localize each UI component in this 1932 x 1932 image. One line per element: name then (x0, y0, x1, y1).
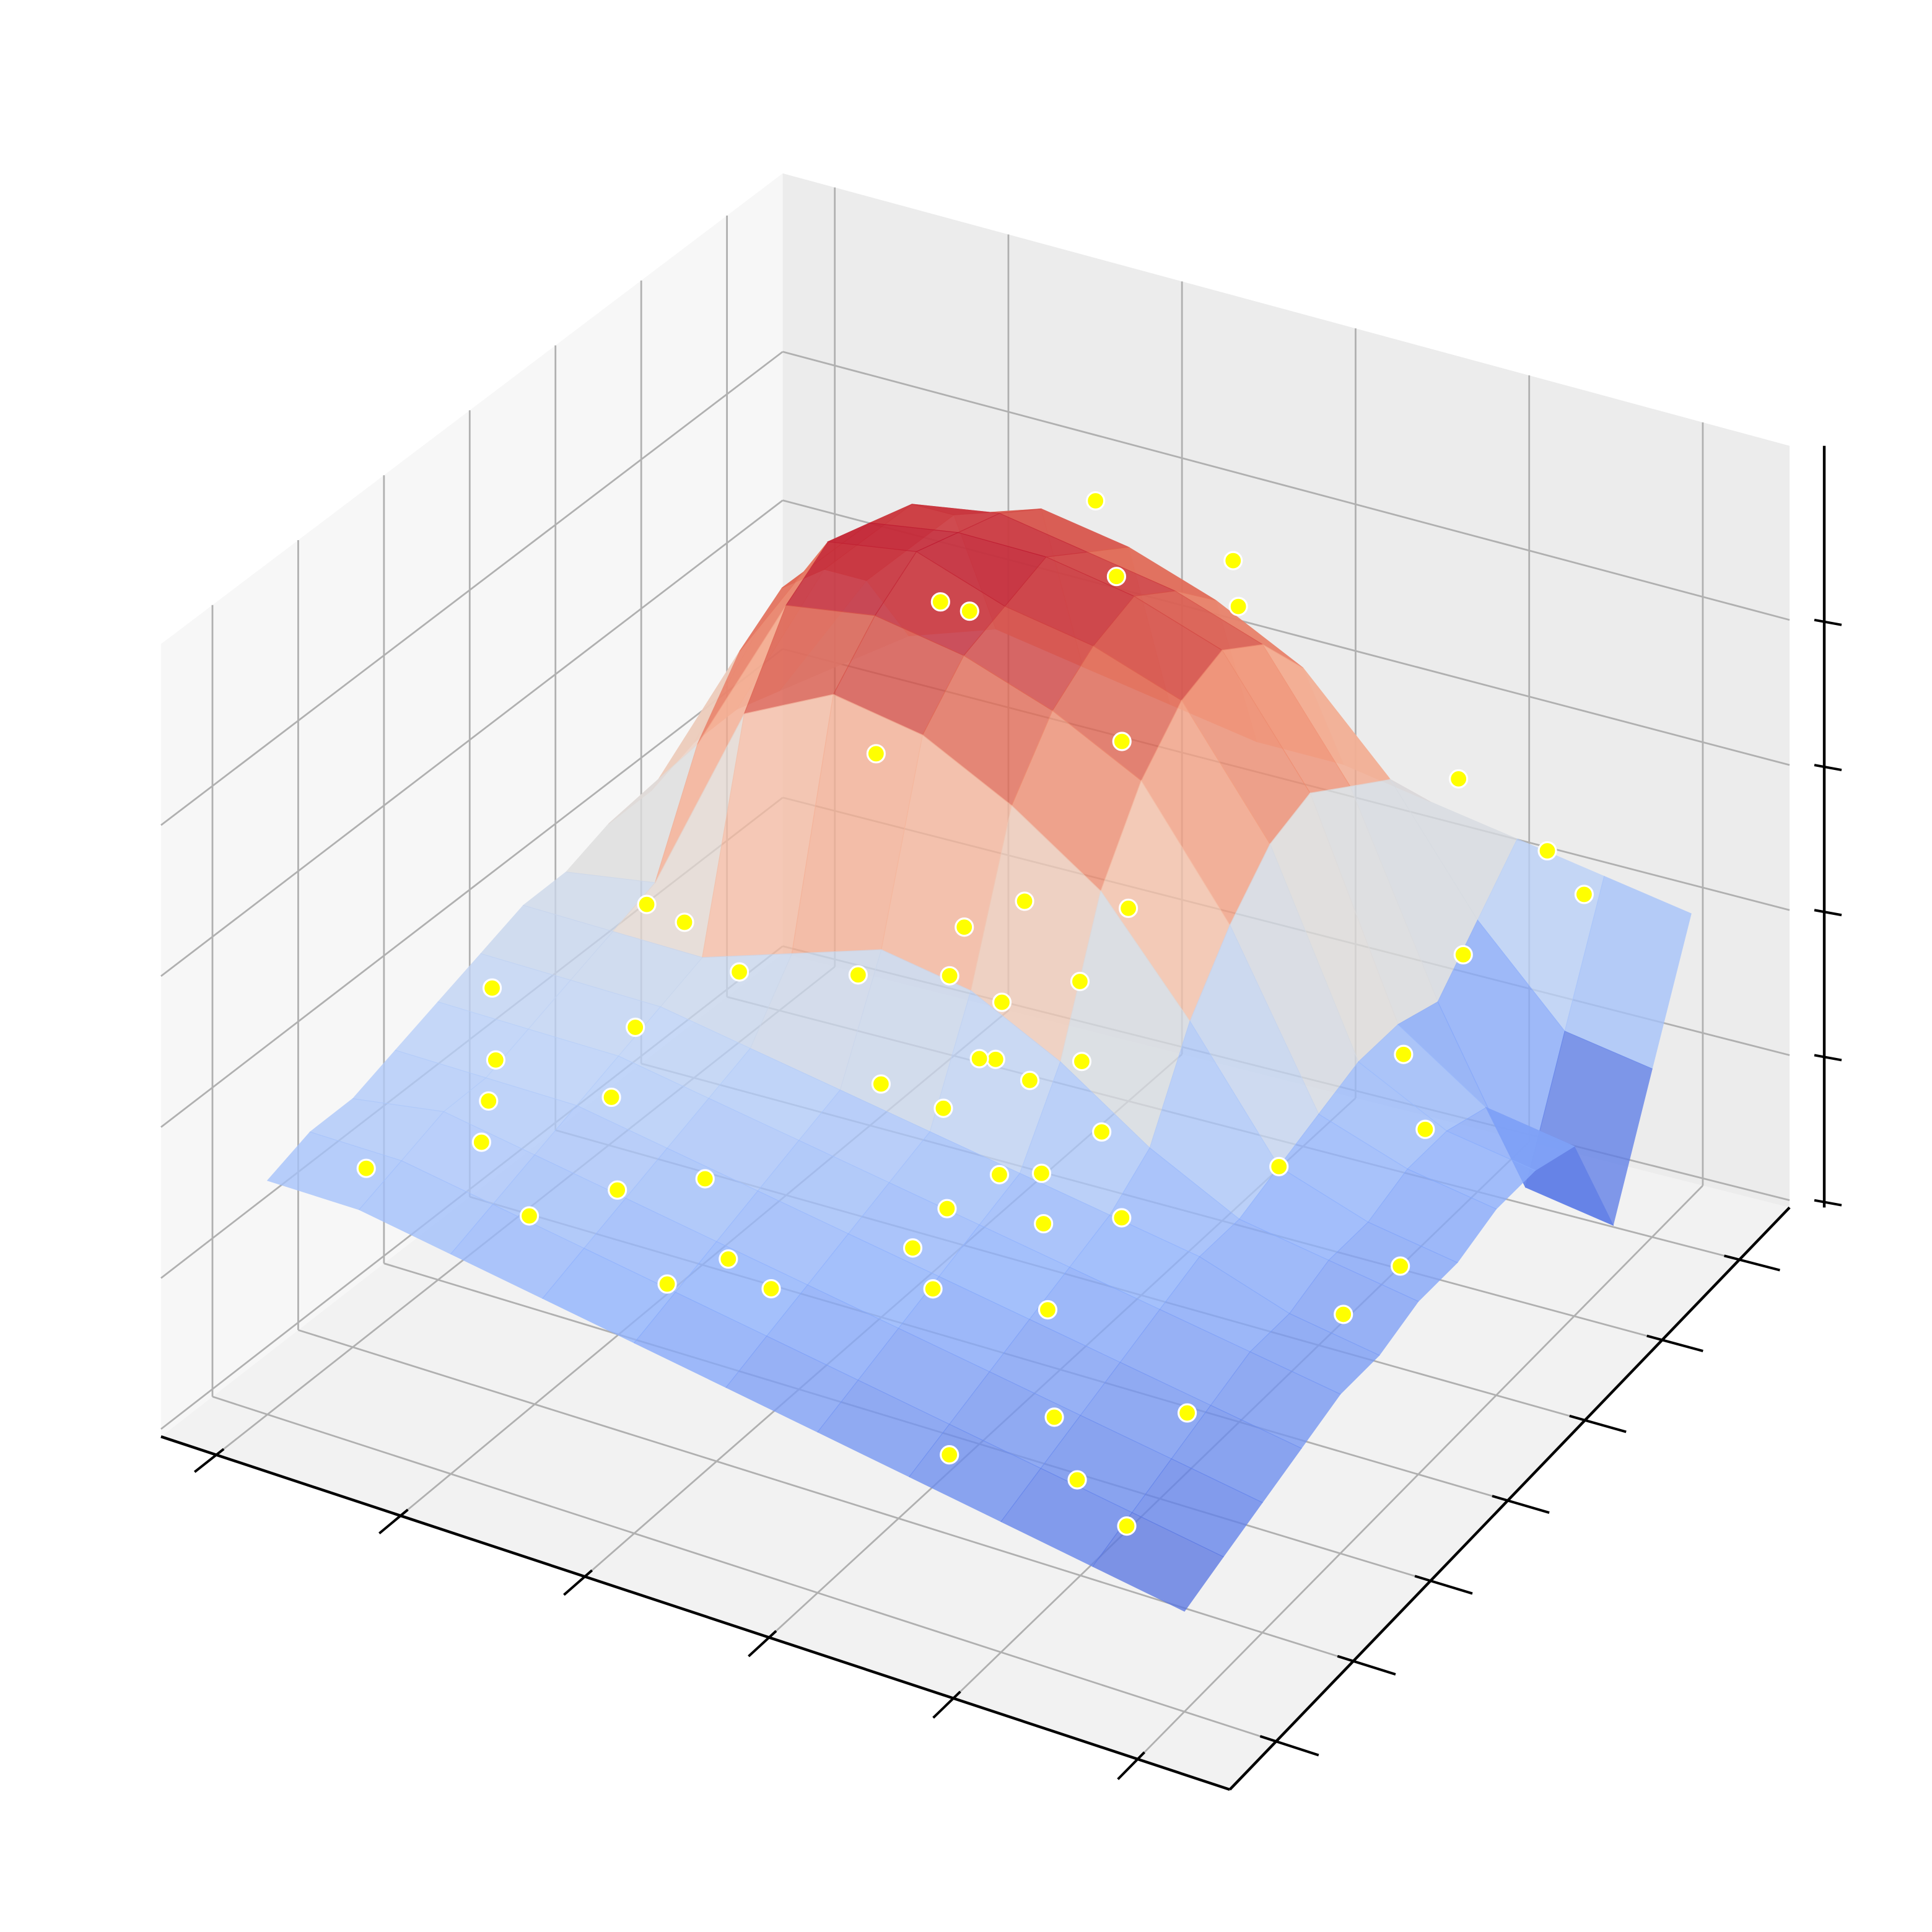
scatter-point (1177, 1403, 1197, 1423)
scatter-point (1574, 885, 1594, 904)
scatter-point (1223, 551, 1243, 570)
scatter-point (1086, 491, 1106, 511)
scatter-point (1119, 898, 1139, 918)
scatter-point (637, 894, 657, 914)
scatter-point (1070, 971, 1090, 992)
scatter-point (1334, 1305, 1353, 1324)
y-tick (1414, 1575, 1473, 1595)
scatter-point (969, 1049, 989, 1069)
scatter-point (1106, 567, 1127, 587)
y-tick (1337, 1654, 1396, 1676)
scatter-point (471, 1132, 491, 1152)
scatter-point (955, 917, 974, 937)
scatter-point (1112, 1208, 1132, 1228)
scatter-point (1269, 1156, 1289, 1176)
scatter-point (1394, 1044, 1414, 1064)
scatter-point (1072, 1052, 1092, 1072)
scatter-point (848, 965, 868, 985)
scatter-point (675, 912, 694, 932)
scatter-point (871, 1074, 891, 1094)
scatter-point (992, 992, 1012, 1012)
grid-line (160, 351, 784, 826)
grid-line (782, 351, 1790, 621)
scatter-point (1031, 1163, 1052, 1183)
scatter-point (482, 978, 502, 998)
scatter-point (937, 1199, 957, 1218)
scatter-point (1092, 1122, 1112, 1142)
scatter-point (923, 1279, 943, 1299)
y-tick (1259, 1735, 1319, 1757)
scatter-point (519, 1206, 540, 1226)
x-tick (378, 1508, 409, 1535)
scatter-point (940, 1445, 959, 1465)
scatter-point (657, 1274, 677, 1294)
scatter-point (761, 1279, 781, 1299)
scatter-point (930, 592, 950, 612)
scatter-point (1038, 1300, 1058, 1320)
scatter-point (608, 1180, 627, 1200)
scatter-point (1117, 1516, 1137, 1536)
scatter-point (1415, 1119, 1435, 1139)
scatter-point (601, 1087, 621, 1108)
scatter-point (933, 1098, 953, 1118)
scatter-point (356, 1158, 376, 1178)
y-tick (1724, 1254, 1780, 1272)
axis-line (1228, 1206, 1791, 1791)
scatter-point (1537, 841, 1557, 861)
scatter-point (866, 744, 886, 764)
x-tick (748, 1630, 777, 1658)
scatter-point (1044, 1407, 1064, 1427)
x-tick (193, 1448, 225, 1473)
scatter-point (1067, 1470, 1087, 1490)
scatter-point (1015, 891, 1034, 911)
scatter-point (986, 1049, 1005, 1069)
y-tick (1646, 1334, 1703, 1353)
scatter-point (626, 1017, 645, 1038)
scatter-point (1112, 732, 1132, 751)
scatter-point (1453, 945, 1473, 964)
grid-line (212, 1396, 1277, 1742)
scatter-point (1228, 597, 1248, 616)
grid-line (160, 499, 784, 977)
x-tick (1117, 1751, 1145, 1780)
scatter-point (1034, 1213, 1054, 1234)
left-pane (160, 173, 783, 1437)
axis-line (160, 1435, 1231, 1791)
z-tick (1814, 1054, 1842, 1062)
z-tick (1814, 764, 1842, 771)
scatter-point (1449, 769, 1469, 789)
z-tick (1814, 909, 1842, 917)
x-tick (932, 1690, 961, 1719)
scatter-point (719, 1249, 738, 1269)
scatter-point (486, 1050, 505, 1070)
scatter-point (903, 1238, 923, 1258)
z-tick (1814, 1199, 1842, 1207)
y-tick (1569, 1414, 1627, 1433)
scatter-point (479, 1091, 499, 1111)
scatter-point (1391, 1256, 1410, 1276)
grid-line (160, 648, 784, 1128)
grid-line (1137, 1185, 1703, 1760)
scatter-point (1020, 1070, 1040, 1090)
x-tick (563, 1569, 593, 1596)
scatter-point (695, 1169, 715, 1189)
z-tick (1814, 618, 1842, 626)
scatter-point (940, 966, 959, 986)
scatter-point (989, 1165, 1010, 1184)
scatter-point (730, 962, 750, 982)
y-tick (1492, 1495, 1550, 1514)
scatter-point (959, 601, 979, 621)
